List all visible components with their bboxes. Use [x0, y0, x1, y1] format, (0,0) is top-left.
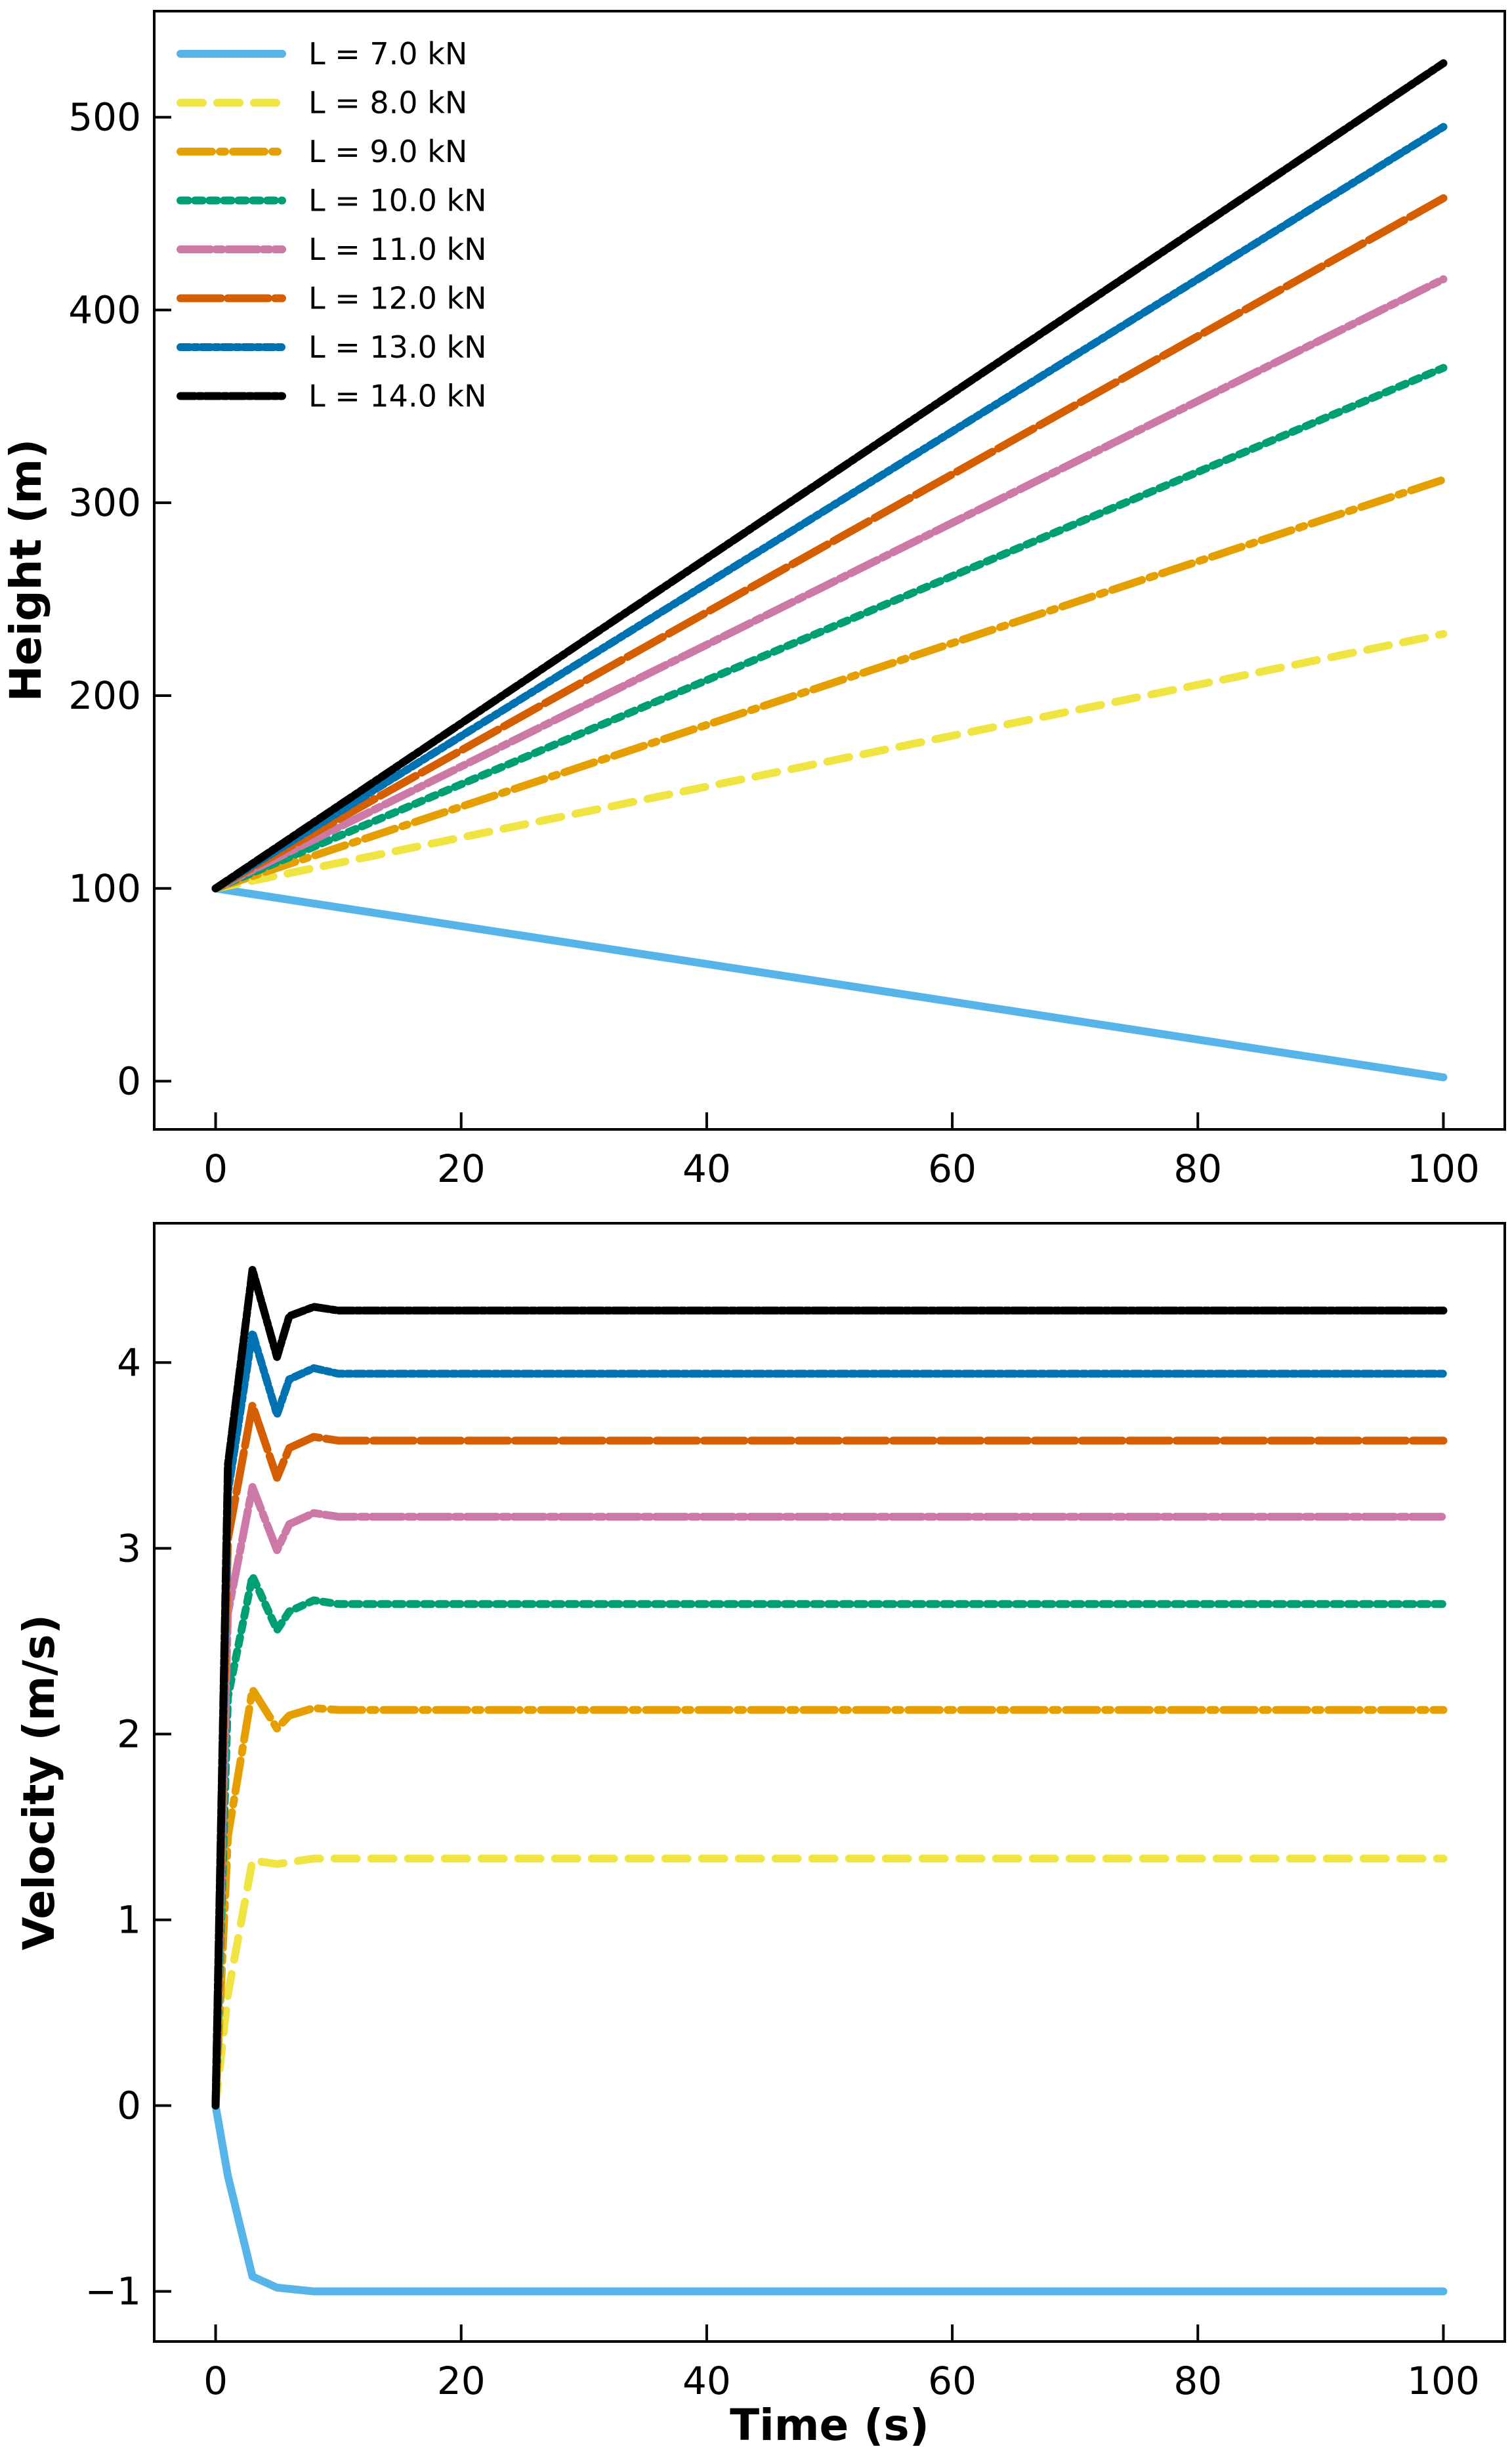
velocity-series-line [211, 1401, 1448, 2110]
height-x-tick-label: 80 [1173, 1146, 1222, 1191]
height-y-axis-title: Height (m) [1, 439, 51, 702]
height-x-tick-label: 60 [928, 1146, 976, 1191]
height-y-tick-label: 0 [117, 1059, 141, 1104]
velocity-y-tick-label: 4 [117, 1340, 141, 1385]
legend-label: L = 13.0 kN [308, 329, 487, 365]
height-y-tick-label: 500 [68, 95, 141, 140]
height-series-group [211, 59, 1448, 1082]
height-y-tick-label: 100 [68, 866, 141, 911]
velocity-y-tick-label: 0 [117, 2084, 141, 2128]
legend-label: L = 8.0 kN [308, 85, 467, 121]
velocity-series-line [211, 1572, 1448, 2110]
velocity-plot-frame [153, 1222, 1506, 2343]
velocity-x-tick-label: 80 [1173, 2359, 1222, 2403]
height-series-line [211, 194, 1448, 892]
velocity-x-axis-title: Time (s) [730, 2400, 929, 2450]
height-series-line [211, 59, 1448, 892]
velocity-x-tick-label: 0 [203, 2359, 228, 2403]
velocity-series-line [211, 1329, 1448, 2110]
height-x-tick-label: 0 [203, 1146, 228, 1191]
legend-label: L = 12.0 kN [308, 281, 487, 316]
velocity-y-ticks: −1 0 1 2 3 4 [85, 1340, 171, 2314]
height-y-tick-label: 200 [68, 673, 141, 718]
height-series-line [211, 884, 1448, 1082]
velocity-series-line [211, 2101, 1448, 2296]
velocity-y-tick-label: 1 [117, 1897, 141, 1942]
velocity-x-tick-label: 20 [437, 2359, 486, 2403]
height-series-line [211, 630, 1448, 892]
height-series-line [211, 475, 1448, 892]
velocity-series-group [211, 1265, 1448, 2296]
height-x-tick-label: 20 [437, 1146, 486, 1191]
legend-label: L = 14.0 kN [308, 379, 487, 414]
legend-label: L = 11.0 kN [308, 232, 487, 267]
velocity-series-line [211, 1482, 1448, 2110]
velocity-series-line [211, 1855, 1448, 2110]
legend-label: L = 10.0 kN [308, 183, 487, 219]
velocity-y-tick-label: −1 [85, 2269, 142, 2314]
height-plot-frame [153, 10, 1506, 1131]
velocity-y-axis-title: Velocity (m/s) [14, 1614, 64, 1950]
velocity-x-tick-label: 40 [682, 2359, 731, 2403]
height-series-line [211, 364, 1448, 892]
height-x-tick-label: 40 [682, 1146, 731, 1191]
height-series-line [211, 123, 1448, 892]
height-x-tick-label: 100 [1407, 1146, 1480, 1191]
height-y-tick-label: 300 [68, 480, 141, 525]
velocity-x-tick-label: 100 [1407, 2359, 1480, 2403]
legend-label: L = 7.0 kN [308, 36, 467, 72]
legend: L = 7.0 kN L = 8.0 kN L = 9.0 kN L = 10.0 k… [177, 36, 487, 414]
velocity-y-tick-label: 2 [117, 1712, 141, 1756]
velocity-series-line [211, 1685, 1448, 2110]
height-y-tick-label: 400 [68, 287, 141, 332]
legend-label: L = 9.0 kN [308, 134, 467, 169]
height-panel: 0 20 40 60 80 100 0 100 200 300 400 500 Height (m)… [1, 10, 1506, 1191]
velocity-x-ticks: 0 20 40 60 80 100 [203, 2324, 1480, 2403]
velocity-y-tick-label: 3 [117, 1526, 141, 1570]
height-series-line [211, 275, 1448, 892]
velocity-series-line [211, 1265, 1448, 2110]
height-x-ticks: 0 20 40 60 80 100 [203, 1112, 1480, 1191]
velocity-x-tick-label: 60 [928, 2359, 976, 2403]
height-y-ticks: 0 100 200 300 400 500 [68, 95, 171, 1104]
velocity-panel: 0 20 40 60 80 100 −1 0 1 2 3 4 Velocity (m/s) Time… [14, 1222, 1506, 2450]
